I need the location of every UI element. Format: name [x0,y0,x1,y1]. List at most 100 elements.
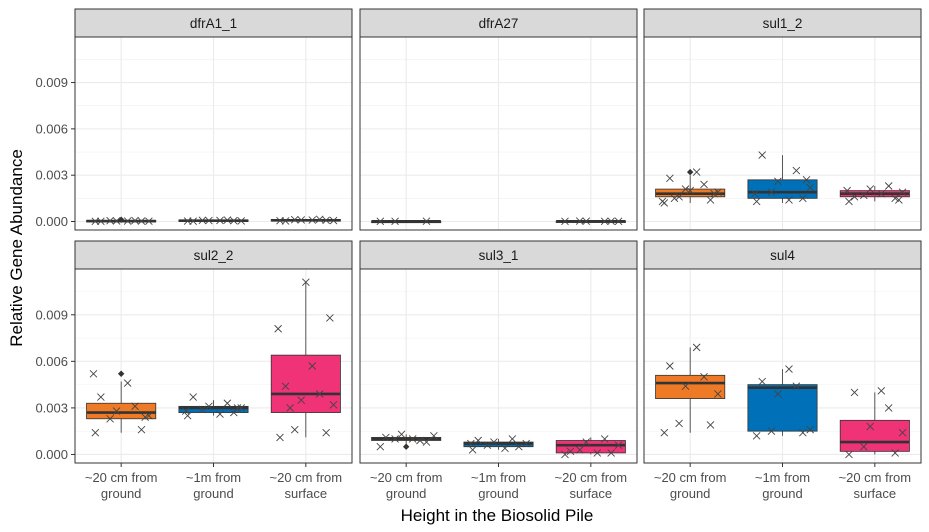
data-point [430,432,438,440]
data-point [483,441,492,449]
data-point [785,196,793,204]
data-point [681,185,690,193]
x-tick-label-line1: ~1m from [471,470,526,485]
data-point [123,379,132,387]
facet-strip [74,240,353,270]
x-tick-label-line2: ground [193,486,233,501]
data-point [131,402,139,411]
data-point [391,217,399,226]
facet-strip [359,8,638,38]
data-point [660,428,669,437]
data-point [706,196,715,204]
data-point [884,182,893,190]
box-sul4-2 [839,387,910,459]
data-point [97,393,105,401]
box-sul1_2-1 [747,151,818,206]
box-sul3_1-0 [371,430,442,451]
data-point [216,216,224,225]
data-point [474,436,483,445]
data-point [607,217,615,226]
box-body [270,354,341,413]
facet-dfrA27: dfrA27 [359,8,638,231]
data-point [614,441,623,449]
box-sul1_2-2 [839,182,910,206]
facet-title: sul1_2 [763,16,803,31]
data-point [501,444,509,453]
data-point [758,377,767,386]
data-point [326,314,334,322]
data-point [785,365,793,373]
data-point [216,410,224,418]
data-point [205,402,213,411]
box-dfrA27-2 [555,217,626,226]
data-point [884,404,893,412]
data-point [276,216,284,225]
data-point [91,428,100,437]
data-point [229,216,238,225]
data-point [670,194,679,203]
data-point [274,324,282,333]
data-point [802,176,811,184]
y-tick-label: 0.003 [35,168,68,183]
data-point [376,442,385,451]
data-point [706,421,715,429]
data-point [397,430,406,439]
data-point [183,411,192,420]
x-tick-label-line1: ~20 cm from [654,470,727,485]
facet-title: sul4 [770,248,795,263]
data-point [382,433,390,442]
y-tick-label: 0.000 [35,214,68,229]
data-point [692,343,701,352]
box-body [747,384,818,432]
data-point [183,217,192,225]
outlier-point [117,370,125,377]
data-point [408,435,417,443]
data-point [850,388,859,397]
data-point [281,382,290,390]
data-point [752,432,761,440]
data-point [223,399,232,408]
data-point [666,174,674,183]
facet-strip [74,8,353,38]
x-tick-label-line2: ground [478,486,518,501]
data-point [850,192,859,201]
data-point [561,217,569,226]
data-point [297,396,306,404]
box-dfrA1_1-2 [270,215,341,225]
y-tick-label: 0.000 [35,447,68,462]
x-tick-label-line2: ground [670,486,710,501]
data-point [302,278,310,287]
data-point [582,217,591,226]
data-point [131,216,139,225]
facet-sul2_2: sul2_2 [74,240,353,464]
data-point [322,428,330,437]
data-point [750,189,759,198]
data-point [514,442,523,451]
facet-strip [359,240,638,270]
data-point [112,217,121,225]
y-tick-label: 0.006 [35,121,68,136]
data-point [315,390,324,398]
data-point [675,192,683,201]
data-point [798,428,807,437]
data-point [106,216,114,225]
data-point [416,436,424,445]
x-tick-label-line2: surface [285,486,328,501]
data-point [692,168,701,176]
data-point [877,189,886,198]
data-point [237,217,246,225]
box-sul1_2-0 [655,168,726,207]
data-point [123,217,132,225]
data-point [866,422,875,431]
data-point [845,197,853,206]
x-tick-label-line1: ~20 cm from [85,470,158,485]
data-point [891,449,899,457]
facet-strip [643,240,922,270]
data-point [845,450,853,459]
data-point [205,216,213,225]
data-point [681,382,690,390]
box-sul2_2-2 [270,278,341,442]
data-point [422,217,431,226]
data-point [290,215,299,224]
data-point [391,435,399,443]
